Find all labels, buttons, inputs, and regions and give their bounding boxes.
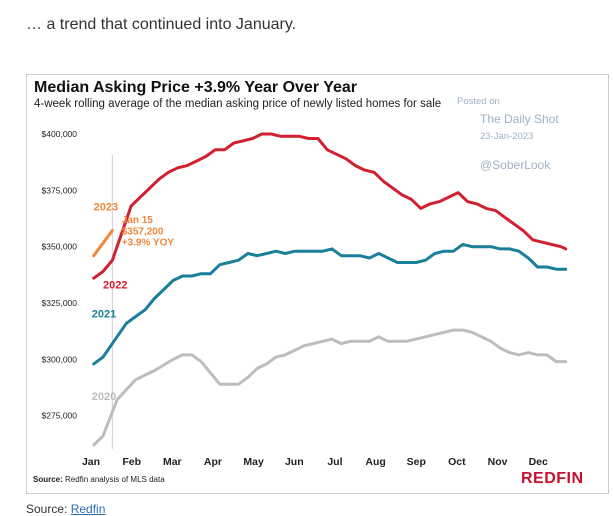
y-tick-label: $350,000 bbox=[42, 242, 78, 252]
annotation-line: +3.9% YOY bbox=[122, 238, 175, 249]
chart-subtitle: 4-week rolling average of the median ask… bbox=[34, 98, 442, 110]
y-tick-label: $375,000 bbox=[42, 185, 78, 195]
series-label-2020: 2020 bbox=[92, 391, 116, 403]
annotation-line: $357,200 bbox=[122, 226, 164, 237]
watermark-date: 23-Jan-2023 bbox=[480, 131, 534, 142]
x-tick-label: Jan bbox=[82, 456, 100, 468]
y-tick-label: $400,000 bbox=[42, 129, 78, 139]
x-tick-label: Apr bbox=[204, 456, 222, 468]
chart-source-label: Source: bbox=[33, 475, 63, 484]
intro-text: … a trend that continued into January. bbox=[26, 16, 297, 33]
x-tick-label: Jul bbox=[327, 456, 342, 468]
chart-source-text: Redfin analysis of MLS data bbox=[65, 475, 165, 484]
x-tick-label: May bbox=[243, 456, 264, 468]
chart-source: Source: Redfin analysis of MLS data bbox=[33, 475, 165, 484]
y-tick-label: $275,000 bbox=[42, 411, 78, 421]
watermark-publication: The Daily Shot bbox=[480, 112, 559, 126]
y-tick-label: $300,000 bbox=[42, 354, 78, 364]
series-label-2023: 2023 bbox=[94, 202, 118, 214]
x-tick-label: Jun bbox=[285, 456, 304, 468]
watermark-posted-on: Posted on bbox=[457, 96, 500, 107]
x-tick-label: Nov bbox=[488, 456, 508, 468]
annotation-line: Jan 15 bbox=[122, 215, 154, 226]
page-source: Source: Redfin bbox=[26, 502, 105, 516]
series-line-2021 bbox=[92, 242, 568, 366]
x-tick-label: Feb bbox=[122, 456, 141, 468]
series-line-2023 bbox=[92, 229, 114, 258]
x-tick-label: Mar bbox=[163, 456, 182, 468]
chart-title: Median Asking Price +3.9% Year Over Year bbox=[34, 79, 358, 96]
series-line-2022 bbox=[92, 132, 568, 280]
y-tick-label: $325,000 bbox=[42, 298, 78, 308]
x-tick-label: Aug bbox=[365, 456, 385, 468]
page-source-label: Source: bbox=[26, 502, 68, 516]
series-label-2021: 2021 bbox=[92, 309, 116, 321]
redfin-logo: REDFIN bbox=[521, 470, 584, 487]
x-tick-label: Oct bbox=[448, 456, 466, 468]
series-line-2020 bbox=[92, 328, 568, 447]
chart-plot: $275,000 $300,000 $325,000 $350,000 $375,000… bbox=[42, 129, 568, 468]
series-label-2022: 2022 bbox=[103, 279, 127, 291]
page-source-link[interactable]: Redfin bbox=[70, 502, 106, 516]
x-tick-label: Sep bbox=[407, 456, 426, 468]
watermark-handle: @SoberLook bbox=[480, 158, 551, 172]
x-tick-label: Dec bbox=[529, 456, 548, 468]
chart-frame: Median Asking Price +3.9% Year Over Year… bbox=[26, 74, 609, 494]
